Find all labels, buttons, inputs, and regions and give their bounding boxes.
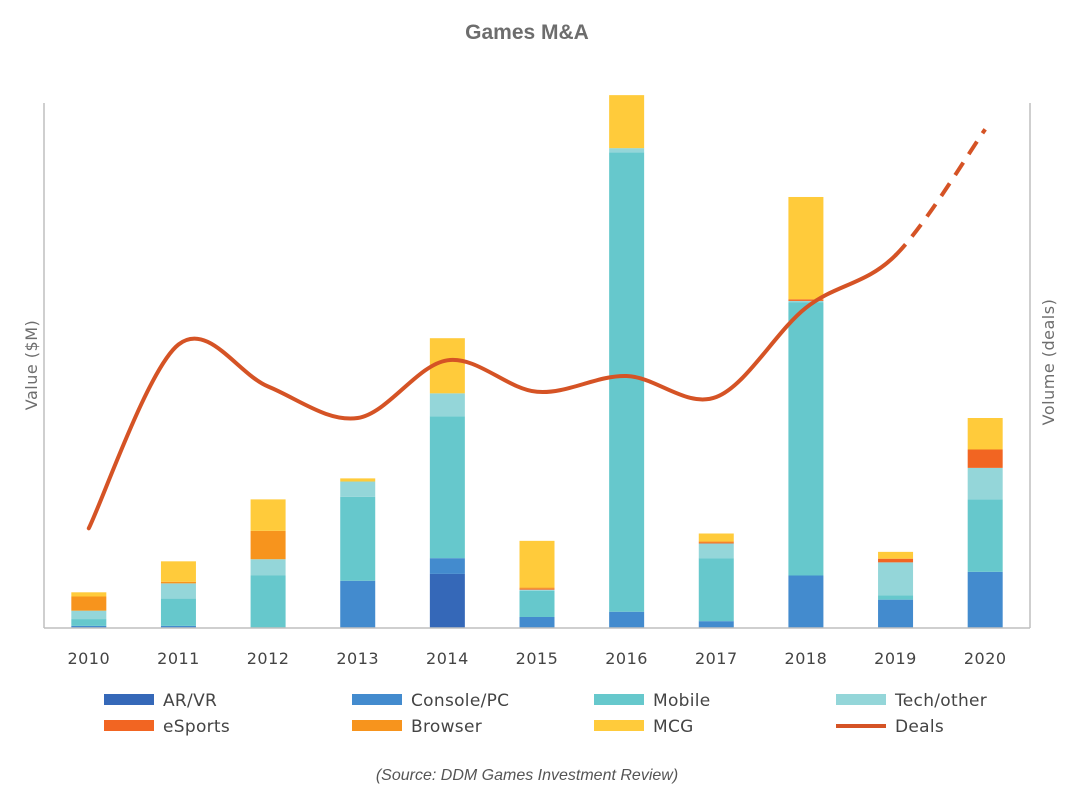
bar-tech-other-2018 (788, 300, 824, 303)
bar-console-pc-2019 (878, 599, 914, 628)
bar-tech-other-2020 (967, 467, 1003, 500)
bar-browser-2012 (250, 530, 286, 560)
bar-mcg-2013 (340, 478, 376, 482)
bar-mobile-2016 (609, 152, 645, 612)
legend-swatch-console-pc (352, 694, 402, 705)
bar-tech-other-2011 (160, 583, 196, 599)
bar-mcg-2016 (609, 95, 645, 149)
y2-axis-label: Volume (deals) (1039, 299, 1058, 426)
legend-label-tech-other: Tech/other (894, 691, 987, 711)
bar-esports-2019 (878, 558, 914, 563)
y-axis-label: Value ($M) (22, 320, 41, 411)
bar-mobile-2013 (340, 496, 376, 581)
bars (71, 95, 1003, 629)
bar-tech-other-2019 (878, 562, 914, 596)
bar-mcg-2012 (250, 499, 286, 531)
legend-label-browser: Browser (411, 717, 482, 737)
legend-swatch-mcg (594, 720, 644, 731)
bar-tech-other-2010 (71, 610, 107, 620)
bar-console-pc-2014 (429, 558, 465, 574)
x-tick-label-2019: 2019 (874, 649, 917, 668)
bar-console-pc-2018 (788, 575, 824, 628)
legend-swatch-tech-other (836, 694, 886, 705)
bar-mobile-2014 (429, 416, 465, 559)
bar-console-pc-2016 (609, 611, 645, 628)
bar-mobile-2018 (788, 302, 824, 576)
legend-swatch-esports (104, 720, 154, 731)
legend: AR/VR Console/PC Mobile Tech/other eSports Br… (104, 691, 987, 737)
legend-swatch-mobile (594, 694, 644, 705)
bar-mobile-2020 (967, 499, 1003, 572)
bar-esports-2018 (788, 299, 824, 301)
deals-line-solid (86, 253, 898, 531)
deals-line (86, 128, 987, 531)
x-tick-label-2011: 2011 (157, 649, 200, 668)
bar-mcg-2011 (160, 561, 196, 582)
x-tick-label-2010: 2010 (67, 649, 110, 668)
deals-line-dashed (894, 128, 987, 257)
bar-esports-2020 (967, 449, 1003, 468)
x-tick-label-2013: 2013 (336, 649, 379, 668)
x-tick-label-2018: 2018 (785, 649, 828, 668)
source-note: (Source: DDM Games Investment Review) (376, 767, 678, 784)
bar-mcg-2015 (519, 540, 555, 588)
x-tick-label-2012: 2012 (247, 649, 290, 668)
legend-label-mcg: MCG (653, 717, 694, 737)
legend-label-console-pc: Console/PC (411, 691, 509, 711)
bar-tech-other-2014 (429, 393, 465, 417)
bar-mobile-2011 (160, 598, 196, 626)
bar-mobile-2010 (71, 619, 107, 626)
bar-mcg-2020 (967, 418, 1003, 450)
bar-console-pc-2013 (340, 580, 376, 628)
bar-tech-other-2015 (519, 589, 555, 591)
bar-browser-2015 (519, 587, 555, 589)
bar-console-pc-2020 (967, 571, 1003, 628)
bar-mobile-2015 (519, 590, 555, 617)
x-tick-label-2017: 2017 (695, 649, 738, 668)
x-tick-label-2020: 2020 (964, 649, 1007, 668)
x-tick-label-2015: 2015 (516, 649, 559, 668)
bar-tech-other-2016 (609, 148, 645, 153)
chart-title: Games M&A (465, 21, 589, 44)
legend-label-esports: eSports (163, 717, 230, 737)
bar-tech-other-2012 (250, 559, 286, 576)
bar-console-pc-2010 (71, 625, 107, 628)
bar-console-pc-2011 (160, 625, 196, 628)
bar-esports-2017 (698, 542, 734, 544)
bar-mcg-2018 (788, 196, 824, 300)
bar-browser-2011 (160, 581, 196, 584)
bar-mcg-2017 (698, 533, 734, 542)
legend-label-ar-vr: AR/VR (163, 691, 217, 711)
legend-swatch-browser (352, 720, 402, 731)
x-axis-ticks: 2010 2011 2012 2013 2014 2015 2016 2017 2018 2019… (67, 649, 1006, 668)
bar-browser-2010 (71, 596, 107, 611)
legend-label-deals: Deals (895, 717, 944, 737)
bar-browser-2017 (698, 541, 734, 543)
bar-console-pc-2017 (698, 621, 734, 628)
bar-esports-2015 (519, 588, 555, 590)
x-tick-label-2014: 2014 (426, 649, 469, 668)
legend-swatch-ar-vr (104, 694, 154, 705)
x-tick-label-2016: 2016 (605, 649, 648, 668)
bar-mobile-2012 (250, 575, 286, 628)
bar-mobile-2019 (878, 595, 914, 600)
bar-tech-other-2013 (340, 481, 376, 497)
bar-tech-other-2017 (698, 543, 734, 559)
bar-console-pc-2015 (519, 616, 555, 629)
bar-mcg-2019 (878, 551, 914, 559)
bar-mobile-2017 (698, 558, 734, 622)
legend-label-mobile: Mobile (653, 691, 711, 711)
bar-mcg-2010 (71, 592, 107, 597)
bar-ar-vr-2014 (429, 573, 465, 628)
